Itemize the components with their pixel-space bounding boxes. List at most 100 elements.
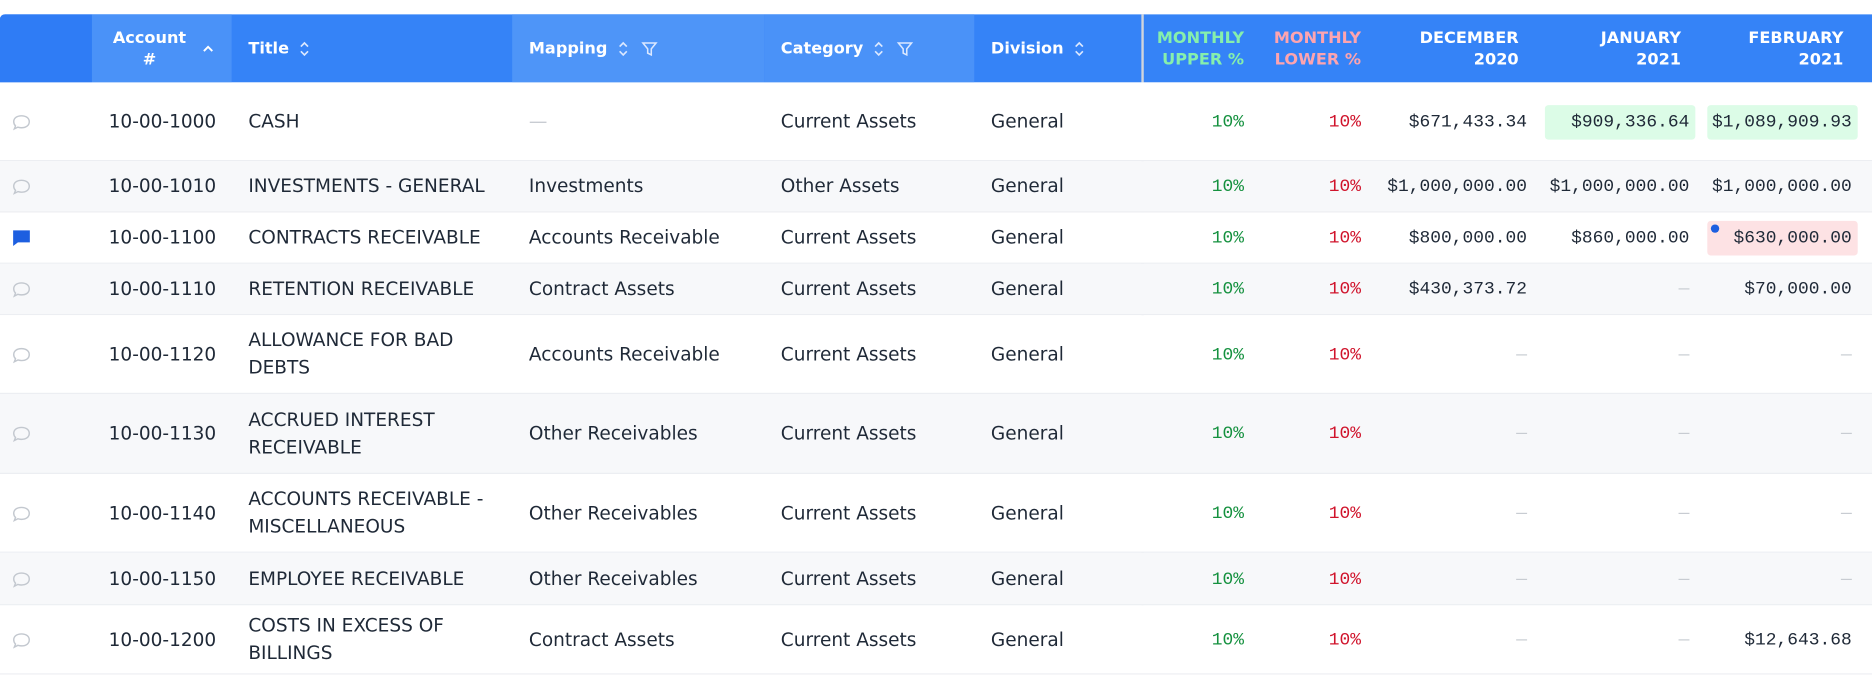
account-cell: 10-00-1130 xyxy=(108,422,217,445)
month-cell: — xyxy=(1840,423,1852,445)
comment-icon[interactable] xyxy=(12,394,36,474)
month-cell: $671,433.34 xyxy=(1408,111,1527,132)
month-cell: $909,336.64 xyxy=(1544,104,1696,140)
division-cell: General xyxy=(990,175,1064,197)
lower-cell: 10% xyxy=(1328,228,1362,249)
division-cell: General xyxy=(990,567,1064,590)
month-cell: — xyxy=(1678,279,1690,300)
header-label: JANUARY 2021 xyxy=(1600,28,1682,69)
month-cell: $1,000,000.00 xyxy=(1549,176,1690,197)
title-cell: ACCOUNTS RECEIVABLE - MISCELLANEOUS xyxy=(248,488,484,538)
row xyxy=(0,212,1872,264)
division-cell: General xyxy=(990,422,1064,445)
column-header[interactable]: Title xyxy=(232,14,513,82)
account-cell: 10-00-1200 xyxy=(108,628,217,651)
column-header[interactable]: Category xyxy=(764,14,975,83)
header-label: Title xyxy=(248,38,290,58)
month-cell: $1,000,000.00 xyxy=(1712,176,1852,197)
month-cell: — xyxy=(1678,344,1690,365)
month-cell: $860,000.00 xyxy=(1571,228,1690,249)
title-cell: COSTS IN EXCESS OF BILLINGS xyxy=(248,614,444,664)
column-header[interactable]: Mapping xyxy=(512,14,765,83)
header-label: Account # xyxy=(112,28,187,69)
column-header[interactable]: JANUARY 2021 xyxy=(1547,14,1685,82)
lower-cell: 10% xyxy=(1328,279,1362,300)
comment-icon[interactable] xyxy=(12,82,36,161)
upper-cell: 10% xyxy=(1211,279,1245,300)
row xyxy=(0,263,1872,316)
comment-icon[interactable] xyxy=(12,264,36,315)
month-cell: $800,000.00 xyxy=(1408,228,1527,249)
row xyxy=(0,552,1872,606)
column-header[interactable]: Account # xyxy=(91,14,232,83)
comment-icon[interactable] xyxy=(12,553,36,606)
lower-cell: 10% xyxy=(1328,423,1362,445)
column-header[interactable]: MONTHLY LOWER % xyxy=(1256,14,1366,82)
month-cell: — xyxy=(1678,568,1690,590)
title-cell: ALLOWANCE FOR BAD DEBTS xyxy=(248,329,454,379)
title-cell: EMPLOYEE RECEIVABLE xyxy=(248,567,465,590)
upper-cell: 10% xyxy=(1211,344,1245,365)
account-cell: 10-00-1100 xyxy=(108,226,217,249)
upper-cell: 10% xyxy=(1211,629,1245,651)
division-cell: General xyxy=(990,343,1064,365)
comment-icon[interactable] xyxy=(12,315,36,394)
month-cell: — xyxy=(1678,503,1690,524)
category-cell: Current Assets xyxy=(780,628,917,651)
mapping-cell: Contract Assets xyxy=(528,278,675,300)
mapping-cell: Other Receivables xyxy=(528,567,698,590)
comment-icon[interactable] xyxy=(12,605,36,674)
month-cell: — xyxy=(1516,503,1527,524)
upper-cell: 10% xyxy=(1211,423,1245,445)
row xyxy=(0,315,1872,394)
division-cell: General xyxy=(990,502,1064,524)
account-cell: 10-00-1120 xyxy=(108,343,217,365)
month-cell: — xyxy=(1516,629,1527,651)
comment-icon[interactable] xyxy=(12,213,36,264)
month-cell: $430,373.72 xyxy=(1408,279,1527,300)
row xyxy=(0,161,1872,213)
category-cell: Current Assets xyxy=(780,110,917,132)
month-cell: — xyxy=(1678,423,1690,445)
column-header[interactable]: Division xyxy=(974,14,1141,82)
column-header[interactable]: MONTHLY UPPER % xyxy=(1144,14,1249,82)
month-cell: — xyxy=(1840,503,1852,524)
month-cell: — xyxy=(1840,344,1852,365)
header-label: DECEMBER 2020 xyxy=(1419,28,1519,69)
mapping-cell: — xyxy=(528,110,548,132)
title-cell: ACCRUED INTEREST RECEIVABLE xyxy=(248,408,435,458)
header-cell xyxy=(0,14,92,83)
mapping-cell: Accounts Receivable xyxy=(528,226,720,249)
division-cell: General xyxy=(990,110,1064,132)
division-cell: General xyxy=(990,278,1064,300)
column-header[interactable]: DECEMBER 2020 xyxy=(1385,14,1523,82)
month-cell: — xyxy=(1840,568,1852,590)
header-label: FEBRUARY 2021 xyxy=(1748,28,1844,69)
category-cell: Other Assets xyxy=(780,175,900,197)
month-cell: $1,000,000.00 xyxy=(1387,176,1527,197)
title-cell: CONTRACTS RECEIVABLE xyxy=(248,226,481,249)
category-cell: Current Assets xyxy=(780,422,917,445)
column-header[interactable]: FEBRUARY 2021 xyxy=(1710,14,1848,82)
month-cell: $12,643.68 xyxy=(1744,629,1852,651)
header-label: MONTHLY LOWER % xyxy=(1273,28,1362,69)
lower-cell: 10% xyxy=(1328,111,1362,132)
account-cell: 10-00-1150 xyxy=(108,567,217,590)
mapping-cell: Accounts Receivable xyxy=(528,343,720,365)
category-cell: Current Assets xyxy=(780,502,917,524)
lower-cell: 10% xyxy=(1328,176,1362,197)
header-label: Category xyxy=(780,38,864,58)
upper-cell: 10% xyxy=(1211,176,1245,197)
month-cell: — xyxy=(1516,423,1527,445)
month-cell: — xyxy=(1516,568,1527,590)
account-cell: 10-00-1140 xyxy=(108,502,217,524)
mapping-cell: Other Receivables xyxy=(528,502,698,524)
comment-icon[interactable] xyxy=(12,161,36,212)
row xyxy=(0,393,1872,474)
lower-cell: 10% xyxy=(1328,503,1362,524)
title-cell: CASH xyxy=(248,110,300,132)
comment-icon[interactable] xyxy=(12,474,36,553)
header-label: Division xyxy=(990,38,1064,58)
category-cell: Current Assets xyxy=(780,278,917,300)
